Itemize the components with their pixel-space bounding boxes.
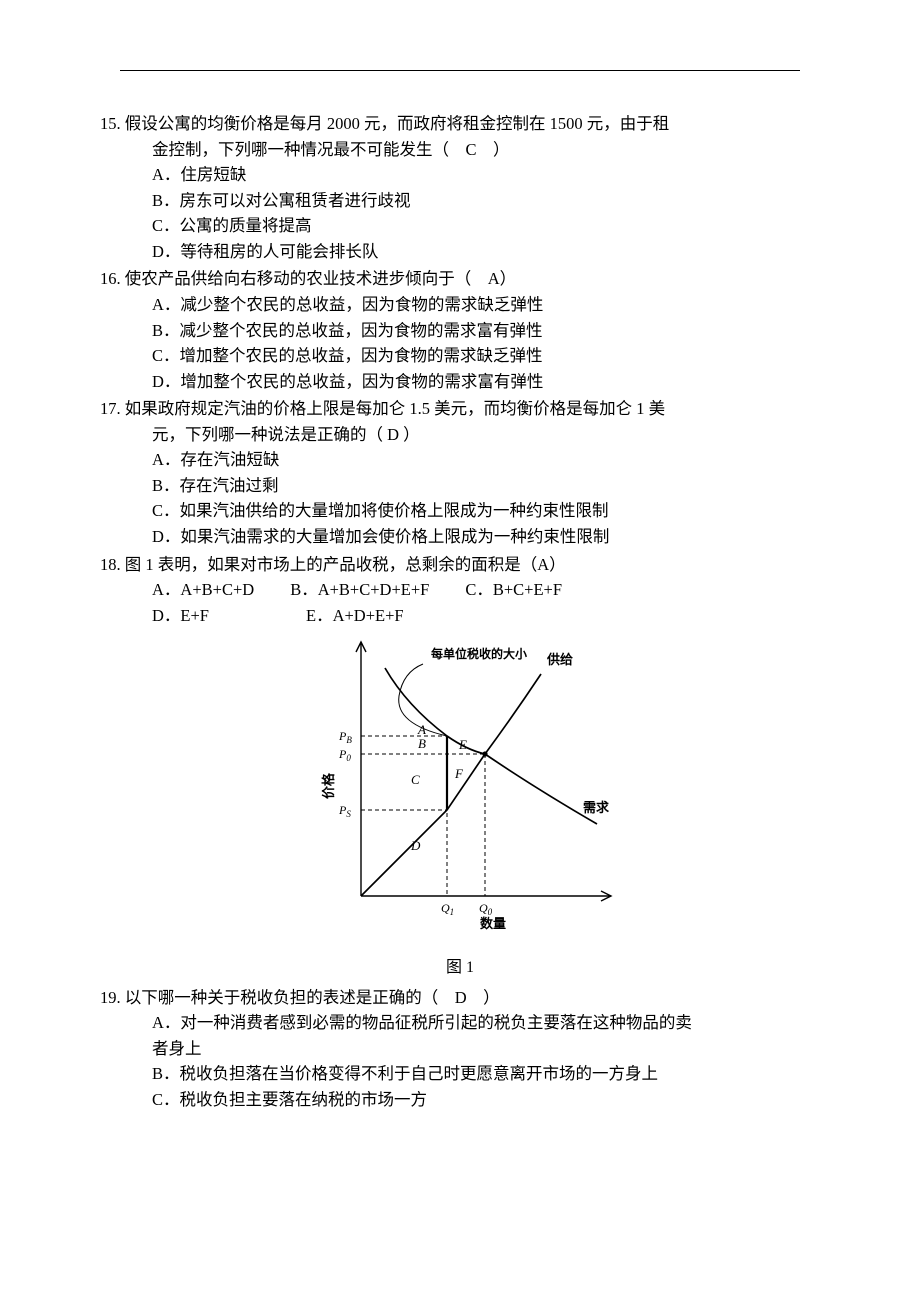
q-line: 图 1 表明，如果对市场上的产品收税，总剩余的面积是（A）: [125, 555, 566, 574]
question-17: 17. 如果政府规定汽油的价格上限是每加仑 1.5 美元，而均衡价格是每加仑 1…: [100, 396, 820, 549]
question-text: 18. 图 1 表明，如果对市场上的产品收税，总剩余的面积是（A）: [100, 552, 820, 578]
q-num: 15.: [100, 114, 121, 133]
figure-caption: 图 1: [100, 956, 820, 981]
svg-text:C: C: [411, 772, 420, 787]
option-e: E．A+D+E+F: [306, 603, 404, 629]
figure-1: 价格数量 供给需求 每单位税收的大小 PB P0 PS Q1 Q0 AB C D EF 图 1: [100, 636, 820, 980]
options-row2: D．E+F E．A+D+E+F: [100, 603, 820, 629]
supply-demand-chart: 价格数量 供给需求 每单位税收的大小 PB P0 PS Q1 Q0 AB C D EF: [295, 636, 625, 946]
options: A．住房短缺 B．房东可以对公寓租赁者进行歧视 C．公寓的质量将提高 D．等待租…: [100, 162, 820, 264]
question-text-cont: 元，下列哪一种说法是正确的（ D ）: [100, 422, 820, 448]
question-text: 17. 如果政府规定汽油的价格上限是每加仑 1.5 美元，而均衡价格是每加仑 1…: [100, 396, 820, 422]
q-num: 17.: [100, 399, 121, 418]
question-text: 16. 使农产品供给向右移动的农业技术进步倾向于（ A）: [100, 266, 820, 292]
q-num: 19.: [100, 988, 121, 1007]
q-line: 以下哪一种关于税收负担的表述是正确的（ D ）: [125, 988, 500, 1007]
document-page: 15. 假设公寓的均衡价格是每月 2000 元，而政府将租金控制在 1500 元…: [100, 0, 820, 1154]
option-a: A．A+B+C+D: [152, 577, 254, 603]
svg-text:价格: 价格: [321, 772, 336, 799]
option-a: A．住房短缺: [152, 162, 820, 188]
option-a: A．存在汽油短缺: [152, 447, 820, 473]
svg-text:B: B: [418, 736, 426, 751]
options: A．存在汽油短缺 B．存在汽油过剩 C．如果汽油供给的大量增加将使价格上限成为一…: [100, 447, 820, 549]
svg-text:F: F: [454, 766, 464, 781]
svg-text:PB: PB: [338, 729, 352, 745]
svg-text:A: A: [417, 722, 426, 737]
option-b: B．A+B+C+D+E+F: [290, 577, 429, 603]
question-text: 15. 假设公寓的均衡价格是每月 2000 元，而政府将租金控制在 1500 元…: [100, 111, 820, 137]
question-15: 15. 假设公寓的均衡价格是每月 2000 元，而政府将租金控制在 1500 元…: [100, 111, 820, 264]
svg-text:供给: 供给: [546, 652, 573, 667]
question-18: 18. 图 1 表明，如果对市场上的产品收税，总剩余的面积是（A） A．A+B+…: [100, 552, 820, 629]
option-d: D．如果汽油需求的大量增加会使价格上限成为一种约束性限制: [152, 524, 820, 550]
option-d: D．增加整个农民的总收益，因为食物的需求富有弹性: [152, 369, 820, 395]
option-b: B．减少整个农民的总收益，因为食物的需求富有弹性: [152, 318, 820, 344]
svg-text:Q0: Q0: [479, 901, 493, 917]
question-19: 19. 以下哪一种关于税收负担的表述是正确的（ D ） A．对一种消费者感到必需…: [100, 985, 820, 1113]
question-16: 16. 使农产品供给向右移动的农业技术进步倾向于（ A） A．减少整个农民的总收…: [100, 266, 820, 394]
q-line: 使农产品供给向右移动的农业技术进步倾向于（ A）: [125, 269, 516, 288]
option-b: B．房东可以对公寓租赁者进行歧视: [152, 188, 820, 214]
option-c: C．B+C+E+F: [465, 577, 562, 603]
svg-text:Q1: Q1: [441, 901, 454, 917]
svg-text:D: D: [410, 838, 421, 853]
svg-text:E: E: [458, 737, 467, 752]
svg-text:数量: 数量: [480, 916, 506, 931]
option-a-cont: 者身上: [152, 1036, 820, 1062]
option-c: C．如果汽油供给的大量增加将使价格上限成为一种约束性限制: [152, 498, 820, 524]
option-c: C．税收负担主要落在纳税的市场一方: [152, 1087, 820, 1113]
svg-text:PS: PS: [338, 803, 351, 819]
svg-text:需求: 需求: [583, 800, 610, 815]
option-b: B．存在汽油过剩: [152, 473, 820, 499]
option-c: C．公寓的质量将提高: [152, 213, 820, 239]
question-text-cont: 金控制，下列哪一种情况最不可能发生（ C ）: [100, 137, 820, 163]
options: A．减少整个农民的总收益，因为食物的需求缺乏弹性 B．减少整个农民的总收益，因为…: [100, 292, 820, 394]
header-rule: [120, 70, 800, 71]
svg-text:P0: P0: [338, 747, 351, 763]
option-a: A．对一种消费者感到必需的物品征税所引起的税负主要落在这种物品的卖: [152, 1010, 820, 1036]
q-line: 如果政府规定汽油的价格上限是每加仑 1.5 美元，而均衡价格是每加仑 1 美: [125, 399, 665, 418]
options: A．对一种消费者感到必需的物品征税所引起的税负主要落在这种物品的卖 者身上 B．…: [100, 1010, 820, 1112]
option-d: D．E+F: [152, 603, 270, 629]
option-b: B．税收负担落在当价格变得不利于自己时更愿意离开市场的一方身上: [152, 1061, 820, 1087]
option-a: A．减少整个农民的总收益，因为食物的需求缺乏弹性: [152, 292, 820, 318]
q-num: 16.: [100, 269, 121, 288]
q-num: 18.: [100, 555, 121, 574]
option-c: C．增加整个农民的总收益，因为食物的需求缺乏弹性: [152, 343, 820, 369]
question-text: 19. 以下哪一种关于税收负担的表述是正确的（ D ）: [100, 985, 820, 1011]
svg-text:每单位税收的大小: 每单位税收的大小: [431, 646, 527, 661]
q-line: 假设公寓的均衡价格是每月 2000 元，而政府将租金控制在 1500 元，由于租: [125, 114, 670, 133]
option-d: D．等待租房的人可能会排长队: [152, 239, 820, 265]
options-row1: A．A+B+C+D B．A+B+C+D+E+F C．B+C+E+F: [100, 577, 820, 603]
